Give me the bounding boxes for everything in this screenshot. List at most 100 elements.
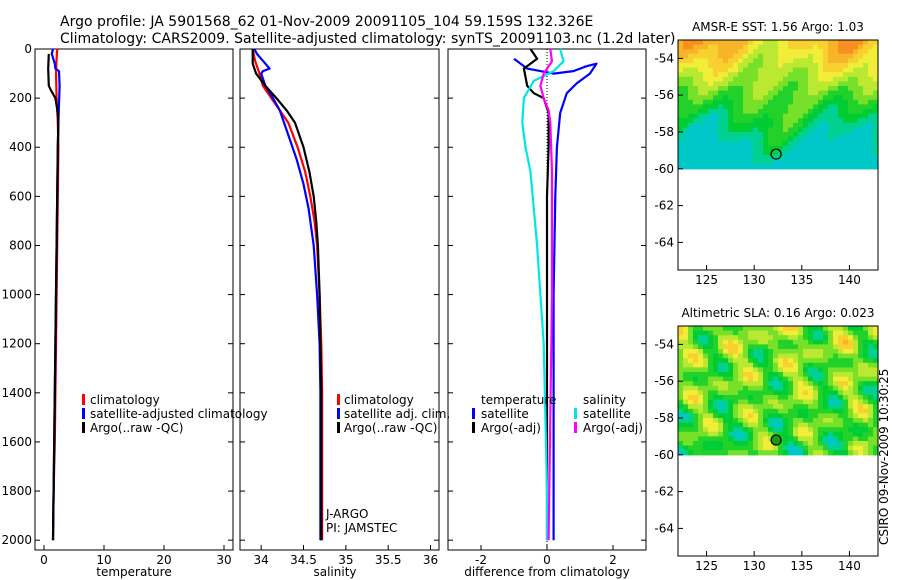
map-cell [808, 122, 814, 128]
map-cell [713, 418, 719, 424]
map-cell [863, 104, 869, 110]
map-cell [778, 431, 784, 437]
map-cell [783, 86, 789, 92]
map-cell [728, 390, 734, 396]
map-cell [773, 422, 779, 428]
map-cell [798, 441, 804, 447]
map-cell [813, 372, 819, 378]
map-cell [823, 113, 829, 119]
map-cell [818, 353, 824, 359]
map-cell [853, 63, 859, 69]
map-cell [868, 408, 874, 414]
map-cell [728, 427, 734, 433]
map-cell [863, 404, 869, 410]
map-cell [793, 427, 799, 433]
map-cell [743, 376, 749, 382]
map-cell [868, 150, 874, 156]
map-cell [703, 427, 709, 433]
map-cell [723, 450, 729, 456]
map-cell [688, 431, 694, 437]
map-cell [678, 90, 684, 96]
map-cell [678, 358, 684, 364]
map-cell [823, 141, 829, 147]
map-cell [678, 44, 684, 50]
map-cell [678, 136, 684, 142]
map-cell [798, 44, 804, 50]
map-cell [863, 431, 869, 437]
map-cell [863, 408, 869, 414]
map-cell [713, 441, 719, 447]
map-cell [728, 358, 734, 364]
map-cell [853, 122, 859, 128]
map-cell [833, 81, 839, 87]
map-cell [763, 40, 769, 46]
map-cell [788, 164, 794, 170]
map-cell [733, 72, 739, 78]
map-cell [758, 49, 764, 55]
map-cell [713, 385, 719, 391]
map-cell [828, 58, 834, 64]
map-cell [843, 72, 849, 78]
map-cell [748, 95, 754, 101]
map-cell [763, 445, 769, 451]
map-cell [703, 155, 709, 161]
map-cell [793, 150, 799, 156]
map-cell [803, 58, 809, 64]
map-cell [798, 404, 804, 410]
map-cell [758, 86, 764, 92]
map-cell [808, 385, 814, 391]
map-cell [823, 450, 829, 456]
map-cell [763, 81, 769, 87]
map-cell [708, 95, 714, 101]
map-cell [778, 367, 784, 373]
map-cell [723, 122, 729, 128]
map-cell [873, 395, 879, 401]
map-cell [733, 413, 739, 419]
map-cell [688, 413, 694, 419]
map-cell [838, 413, 844, 419]
map-cell [793, 53, 799, 59]
map-cell [863, 67, 869, 73]
map-cell [818, 362, 824, 368]
map-cell [818, 399, 824, 405]
map-cell [733, 90, 739, 96]
map-cell [833, 159, 839, 165]
map-cell [678, 122, 684, 128]
map-cell [813, 404, 819, 410]
map-cell [868, 136, 874, 142]
map-cell [703, 445, 709, 451]
map-cell [718, 49, 724, 55]
map-cell [718, 413, 724, 419]
map-cell [728, 99, 734, 105]
map-cell [693, 150, 699, 156]
map-cell [713, 81, 719, 87]
map-cell [763, 385, 769, 391]
map-cell [763, 431, 769, 437]
map-cell [808, 49, 814, 55]
map-cell [713, 335, 719, 341]
map-cell [843, 431, 849, 437]
map-cell [703, 408, 709, 414]
map-cell [868, 358, 874, 364]
map-cell [723, 344, 729, 350]
map-cell [813, 339, 819, 345]
map-cell [708, 441, 714, 447]
map-cell [768, 118, 774, 124]
map-cell [868, 422, 874, 428]
map-cell [753, 395, 759, 401]
map-cell [853, 49, 859, 55]
map-cell [828, 118, 834, 124]
map-cell [868, 109, 874, 115]
map-cell [818, 427, 824, 433]
map-cell [748, 40, 754, 46]
map-cell [843, 155, 849, 161]
map-cell [768, 40, 774, 46]
map-cell [798, 408, 804, 414]
map-cell [783, 353, 789, 359]
map-cell [723, 418, 729, 424]
map-cell [748, 385, 754, 391]
map-cell [678, 113, 684, 119]
map-cell [718, 72, 724, 78]
map-cell [863, 372, 869, 378]
map-cell [873, 436, 879, 442]
